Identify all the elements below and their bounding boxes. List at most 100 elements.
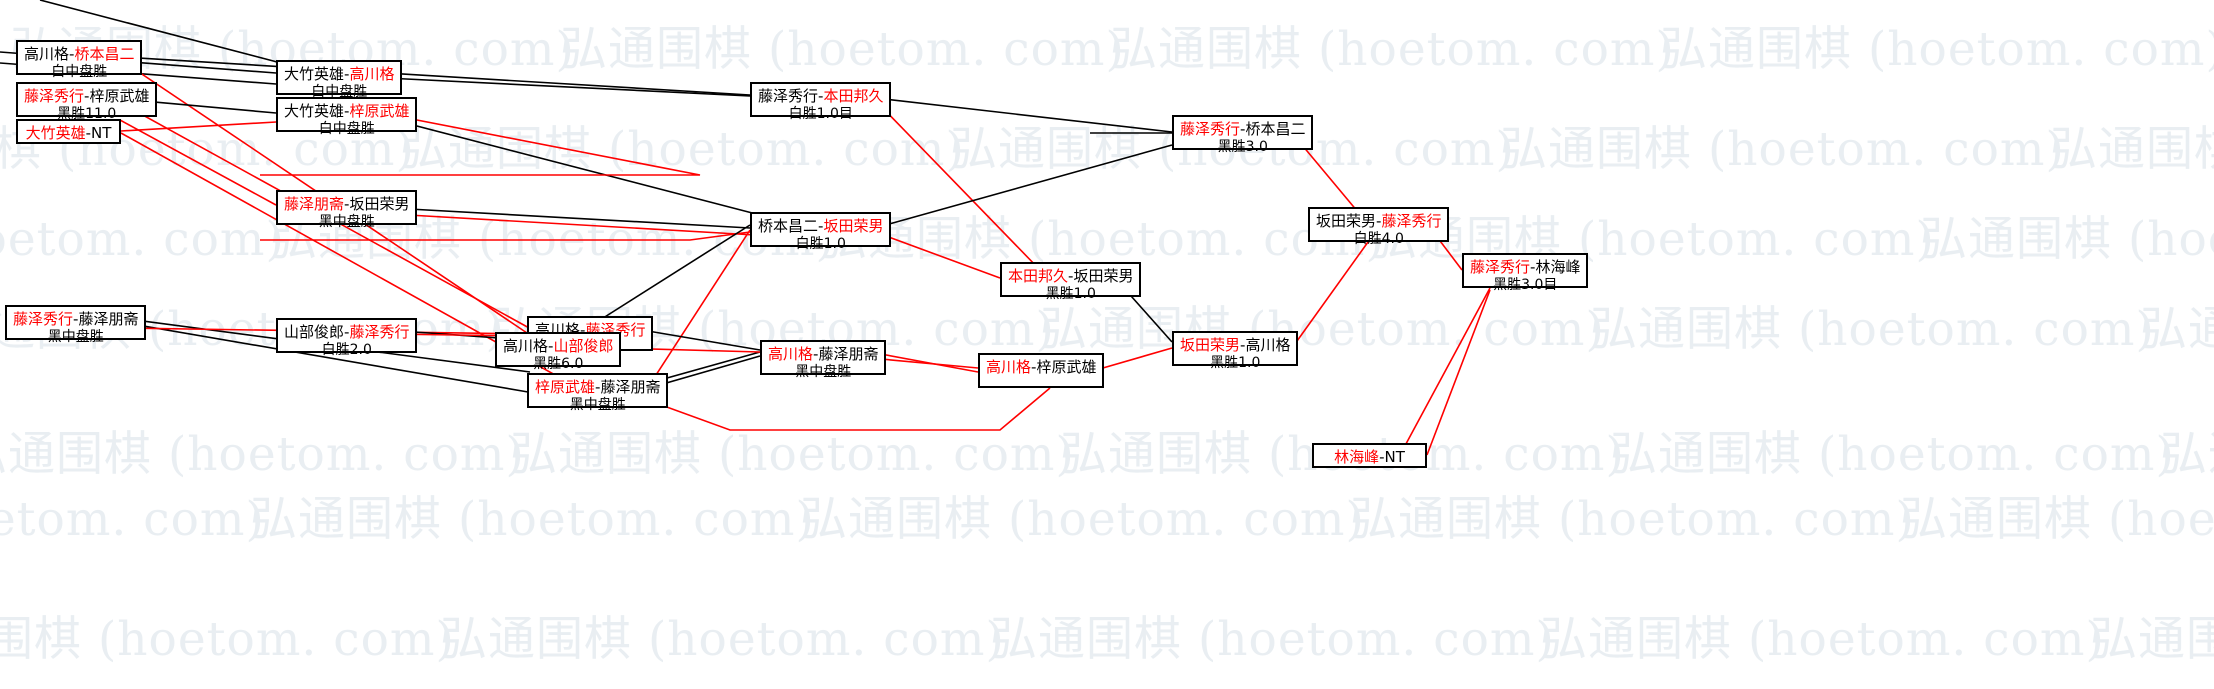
player-separator: -: [813, 345, 819, 363]
match-players: 大竹英雄-梓原武雄: [284, 102, 409, 121]
player-separator: -: [85, 124, 92, 142]
player-separator: -: [73, 310, 79, 328]
match-result: 黑中盘胜: [318, 214, 375, 231]
match-node[interactable]: 高川格-藤泽朋斋 黑中盘胜: [760, 340, 887, 380]
match-node[interactable]: 藤泽秀行-桥本昌二 黑胜3.0: [1172, 115, 1314, 155]
player-right: 坂田荣男: [1073, 267, 1134, 285]
player-separator: -: [84, 87, 90, 105]
player-right: 藤泽朋斋: [78, 310, 139, 328]
player-right: 林海峰: [1535, 258, 1581, 276]
match-node[interactable]: 高川格-桥本昌二 白中盘胜: [16, 40, 143, 80]
player-right: 藤泽秀行: [1381, 212, 1442, 230]
match-node[interactable]: 藤泽秀行-本田邦久 白胜1.0目: [750, 82, 892, 122]
player-separator: -: [1379, 448, 1385, 466]
match-node[interactable]: 藤泽秀行-林海峰 黑胜3.0目: [1462, 253, 1589, 293]
match-node[interactable]: 高川格-梓原武雄: [978, 353, 1105, 388]
player-separator: -: [818, 87, 824, 105]
match-node[interactable]: 坂田荣男-藤泽秀行 白胜4.0: [1308, 207, 1450, 247]
match-result: 白胜1.0目: [788, 106, 853, 123]
player-separator: -: [818, 217, 824, 235]
player-left: 大竹英雄: [284, 65, 345, 83]
match-result: 黑胜11.0: [57, 106, 117, 123]
match-node[interactable]: 桥本昌二-坂田荣男 白胜1.0: [750, 212, 892, 252]
player-left: 坂田荣男: [1316, 212, 1377, 230]
match-result: 黑中盘胜: [47, 329, 104, 346]
player-right: 高川格: [349, 65, 395, 83]
player-left: 桥本昌二: [758, 217, 819, 235]
player-right: 藤泽朋斋: [818, 345, 879, 363]
match-players: 林海峰-NT: [1320, 448, 1419, 467]
match-node[interactable]: 坂田荣男-高川格 黑胜1.0: [1172, 331, 1299, 371]
match-players: 高川格-山部俊郎: [503, 337, 613, 356]
player-left: 藤泽秀行: [1470, 258, 1531, 276]
player-separator: -: [1530, 258, 1536, 276]
player-right: 桥本昌二: [1245, 120, 1306, 138]
match-node[interactable]: 高川格-山部俊郎 黑胜6.0: [495, 332, 622, 372]
player-right: 高川格: [1245, 336, 1291, 354]
player-right: NT: [1384, 448, 1405, 466]
player-separator: -: [1240, 120, 1246, 138]
player-right: 梓原武雄: [1036, 358, 1097, 376]
match-node[interactable]: 山部俊郎-藤泽秀行 白胜2.0: [276, 318, 418, 358]
match-result: 白中盘胜: [318, 121, 375, 138]
match-players: 高川格-梓原武雄: [986, 358, 1096, 377]
match-players: 藤泽秀行-林海峰: [1470, 258, 1580, 277]
player-left: 高川格: [768, 345, 814, 363]
match-result: 黑胜3.0: [1217, 139, 1268, 156]
match-players: 藤泽秀行-梓原武雄: [24, 87, 149, 106]
player-separator: -: [1031, 358, 1037, 376]
match-players: 本田邦久-坂田荣男: [1008, 267, 1133, 286]
match-result: 黑胜1.0: [1045, 286, 1096, 303]
match-players: 坂田荣男-藤泽秀行: [1316, 212, 1441, 231]
match-players: 藤泽秀行-本田邦久: [758, 87, 883, 106]
match-result: 黑中盘胜: [569, 397, 626, 414]
match-result: 白胜2.0: [321, 342, 372, 359]
player-right: 桥本昌二: [74, 45, 135, 63]
match-node[interactable]: 本田邦久-坂田荣男 黑胜1.0: [1000, 262, 1142, 302]
player-left: 藤泽秀行: [13, 310, 74, 328]
player-right: 山部俊郎: [553, 337, 614, 355]
match-players: 藤泽朋斋-坂田荣男: [284, 195, 409, 214]
player-right: 梓原武雄: [89, 87, 150, 105]
player-left: 藤泽朋斋: [284, 195, 345, 213]
player-right: 本田邦久: [823, 87, 884, 105]
match-node[interactable]: 藤泽秀行-梓原武雄 黑胜11.0: [16, 82, 158, 122]
match-result: 白胜1.0: [795, 236, 846, 253]
match-players: 山部俊郎-藤泽秀行: [284, 323, 409, 342]
match-players: 高川格-藤泽朋斋: [768, 345, 878, 364]
match-players: 桥本昌二-坂田荣男: [758, 217, 883, 236]
match-result: 白胜4.0: [1353, 231, 1404, 248]
player-left: 高川格: [986, 358, 1032, 376]
match-node[interactable]: 大竹英雄-高川格 白中盘胜: [276, 60, 403, 100]
match-result: 黑中盘胜: [795, 364, 852, 381]
match-node[interactable]: 大竹英雄-梓原武雄 白中盘胜: [276, 97, 418, 137]
match-result: 白中盘胜: [51, 64, 108, 81]
player-right: 梓原武雄: [349, 102, 410, 120]
match-node[interactable]: 藤泽朋斋-坂田荣男 黑中盘胜: [276, 190, 418, 230]
match-players: 藤泽秀行-桥本昌二: [1180, 120, 1305, 139]
player-left: 林海峰: [1334, 448, 1380, 466]
player-separator: -: [1068, 267, 1074, 285]
player-left: 大竹英雄: [284, 102, 345, 120]
match-result: 黑胜1.0: [1210, 355, 1261, 372]
player-left: 藤泽秀行: [758, 87, 819, 105]
match-players: 梓原武雄-藤泽朋斋: [535, 378, 660, 397]
player-separator: -: [1240, 336, 1246, 354]
match-players: 大竹英雄-NT: [24, 124, 113, 143]
player-left: 梓原武雄: [535, 378, 596, 396]
match-node[interactable]: 梓原武雄-藤泽朋斋 黑中盘胜: [527, 373, 669, 413]
match-node[interactable]: 林海峰-NT: [1312, 443, 1427, 468]
player-left: 高川格: [24, 45, 70, 63]
player-right: 藤泽秀行: [349, 323, 410, 341]
player-left: 大竹英雄: [25, 124, 86, 142]
match-players: 高川格-桥本昌二: [24, 45, 134, 64]
match-node[interactable]: 藤泽秀行-藤泽朋斋 黑中盘胜: [5, 305, 147, 345]
match-players: 藤泽秀行-藤泽朋斋: [13, 310, 138, 329]
match-players: 大竹英雄-高川格: [284, 65, 394, 84]
player-separator: -: [1376, 212, 1382, 230]
player-right: 藤泽朋斋: [600, 378, 661, 396]
player-left: 坂田荣男: [1180, 336, 1241, 354]
match-node[interactable]: 大竹英雄-NT: [16, 119, 121, 144]
